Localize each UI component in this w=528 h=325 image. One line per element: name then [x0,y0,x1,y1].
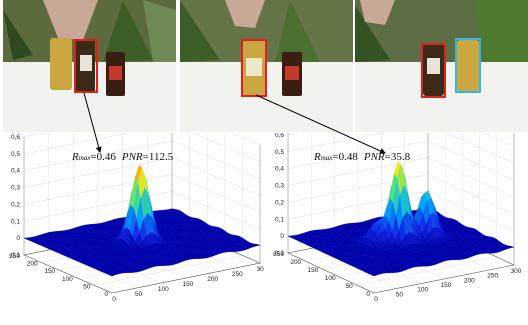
z-tick-label: 0 [16,235,20,242]
z-tick-label: 0,2 [275,199,284,206]
z-tick-label: 0,4 [11,168,20,175]
y-tick-label: 100 [62,276,73,283]
y-tick-label: 250 [9,253,20,260]
pnr-label-left: PNR [121,151,143,163]
z-tick-labels-right: -0,100,10,20,30,40,50,60,7 [273,133,285,257]
y-tick-label: 150 [308,267,319,274]
x-tick-label: 50 [396,291,404,298]
r-value-right: =0.48 [332,151,358,163]
surface-plot-right-svg: -0,100,10,20,30,40,50,60,7 0501001502002… [264,133,528,320]
y-tick-label: 200 [27,261,38,268]
x-tick-label: 100 [417,287,428,294]
photo-frame-2 [180,0,353,132]
x-tick-label: 50 [135,291,143,298]
r-sub-left: max [79,154,92,162]
y-tick-label: 150 [44,268,55,275]
surface-plot-right: -0,100,10,20,30,40,50,60,7 0501001502002… [264,133,528,320]
z-tick-label: 0,3 [275,183,284,190]
surface-mesh-left [24,165,260,276]
z-tick-label: 0,1 [275,216,284,223]
z-tick-label: 0,3 [11,185,20,192]
y-tick-label: 200 [290,259,301,266]
y-tick-label: 50 [346,283,354,290]
photo-frame-1 [3,0,176,132]
pnr-label-right: PNR [363,151,385,163]
z-tick-label: 0,4 [275,166,284,173]
z-tick-label: 0,1 [11,218,20,225]
z-tick-label: 0,6 [275,133,284,139]
y-tick-label: 100 [325,275,336,282]
x-tick-label: 0 [374,296,378,303]
z-tick-label: 0 [280,233,284,240]
x-tick-label: 100 [158,286,169,293]
z-tick-label: 0,2 [11,201,20,208]
r-value-left: =0.46 [90,151,116,163]
x-tick-labels-right: 0 50 100 150 200 250 300 [374,268,522,303]
r-sub-right: max [321,154,334,162]
pnr-value-right: =35.8 [385,151,411,163]
z-tick-label: 0,6 [11,134,20,141]
x-tick-label: 300 [257,266,264,273]
z-tick-label: 0,5 [11,151,20,158]
x-tick-label: 0 [112,296,116,303]
surface-plot-left-svg: -0,100,10,20,30,40,50,6 050100150200250 … [0,133,264,320]
x-tick-label: 250 [487,273,498,280]
x-tick-label: 200 [464,277,475,284]
y-tick-label: 50 [83,283,91,290]
y-tick-label: 250 [273,251,284,258]
pnr-value-left: =112.5 [143,151,174,163]
x-tick-label: 200 [207,276,218,283]
x-tick-label: 150 [441,282,452,289]
y-tick-label: 0 [366,291,370,298]
surface-mesh-right [288,162,514,277]
x-tick-label: 250 [232,271,243,278]
x-tick-label: 150 [183,281,194,288]
photo-frame-3 [355,0,528,132]
z-tick-label: 0,5 [275,149,284,156]
y-tick-label: 0 [104,291,108,298]
x-tick-label: 300 [511,268,522,275]
z-tick-labels-left: -0,100,10,20,30,40,50,6 [9,134,21,259]
